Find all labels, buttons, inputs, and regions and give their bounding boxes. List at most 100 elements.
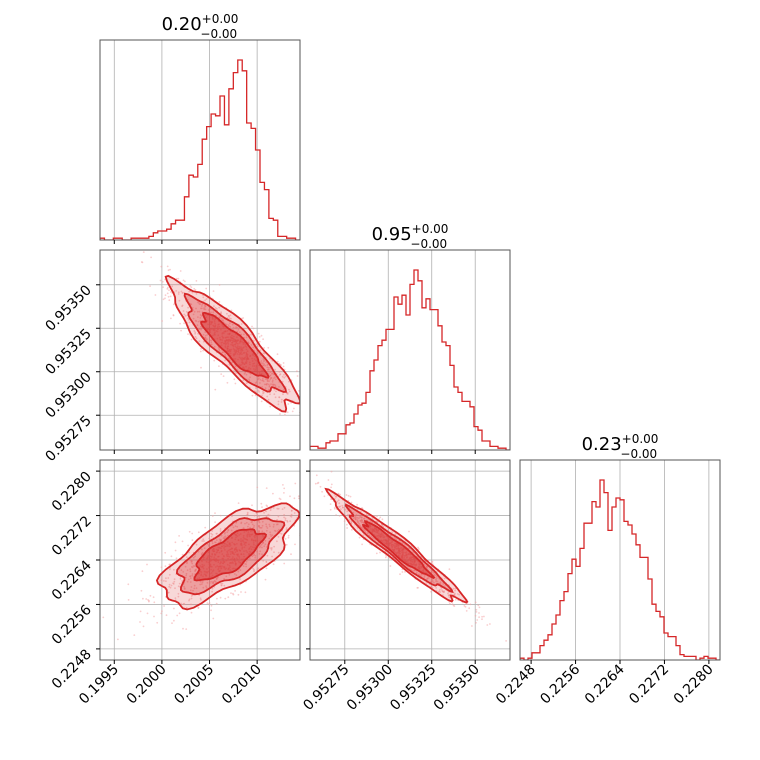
sample-point [210,580,212,583]
sample-point [435,587,437,589]
sample-point [285,543,288,546]
sample-point [264,543,267,546]
sample-point [218,365,220,367]
sample-point [220,311,222,314]
sample-point [238,331,241,333]
sample-point [178,612,181,615]
sample-point [202,296,205,299]
sample-point [274,384,276,386]
sample-point [214,541,216,544]
sample-point [315,486,317,488]
sample-point [200,366,202,369]
sample-point [187,544,189,547]
sample-point [153,615,155,618]
sample-point [277,403,280,406]
sample-point [263,363,266,366]
sample-point [254,382,257,384]
sample-point [262,352,265,354]
sample-point [417,546,419,549]
sample-point [244,371,247,374]
sample-point [203,308,206,311]
sample-point [173,607,175,610]
sample-point [200,347,202,350]
sample-point [412,551,414,554]
sample-point [344,508,347,511]
sample-point [452,604,455,607]
sample-point [123,232,125,234]
sample-point [191,532,194,535]
sample-point [273,551,275,554]
sample-point [282,484,284,486]
sample-point [262,541,264,544]
sample-point [195,543,198,546]
sample-point [192,309,195,311]
sample-point [180,569,183,572]
sample-point [271,380,274,383]
sample-point [272,507,275,509]
density-contour [193,528,268,582]
sample-point [245,336,248,339]
panel-content [314,470,507,642]
sample-point [188,530,191,533]
sample-point [260,543,263,546]
sample-point [262,559,265,562]
sample-point [352,517,355,520]
x-tick-label: 0.2000 [124,662,170,708]
sample-point [169,586,172,589]
sample-point [261,506,263,508]
sample-point [214,388,217,391]
sample-point [191,560,193,563]
sample-point [306,519,308,521]
sample-point [265,487,268,489]
sample-point [165,614,168,617]
sample-point [267,346,270,349]
sample-point [245,382,248,385]
sample-point [245,565,248,568]
sample-point [293,512,296,514]
sample-point [261,546,263,549]
sample-point [204,334,207,337]
sample-point [198,328,201,330]
sample-point [189,568,191,570]
sample-point [173,619,175,622]
panel-content [123,232,308,416]
sample-point [210,609,212,612]
sample-point [266,366,269,369]
sample-point [235,327,238,330]
sample-point [256,345,259,348]
sample-point [272,492,274,495]
sample-point [140,589,143,592]
sample-point [283,516,285,519]
sample-point [379,551,381,554]
sample-point [237,502,240,504]
sample-point [222,537,225,540]
sample-point [214,307,217,309]
sample-point [234,365,237,368]
sample-point [362,534,365,537]
sample-point [293,407,295,410]
y-tick-label: 0.2272 [49,513,95,559]
sample-point [478,606,481,609]
sample-point [194,570,196,573]
sample-point [223,578,225,580]
x-tick-label: 0.95300 [344,662,396,714]
sample-point [276,360,279,363]
sample-point [259,545,262,548]
sample-point [258,340,261,343]
sample-point [283,376,286,379]
sample-point [223,532,226,535]
sample-point [247,525,249,528]
sample-point [199,350,202,353]
sample-point [279,413,281,415]
sample-point [230,309,233,312]
sample-point [201,307,203,310]
sample-point [189,285,192,287]
sample-point [201,303,204,306]
histogram-param-1: 0.20+0.00 −0.00 [99,12,301,244]
sample-point [342,506,344,509]
sample-point [181,553,184,556]
sample-point [197,550,200,553]
sample-point [306,403,308,405]
sample-point [298,497,300,500]
